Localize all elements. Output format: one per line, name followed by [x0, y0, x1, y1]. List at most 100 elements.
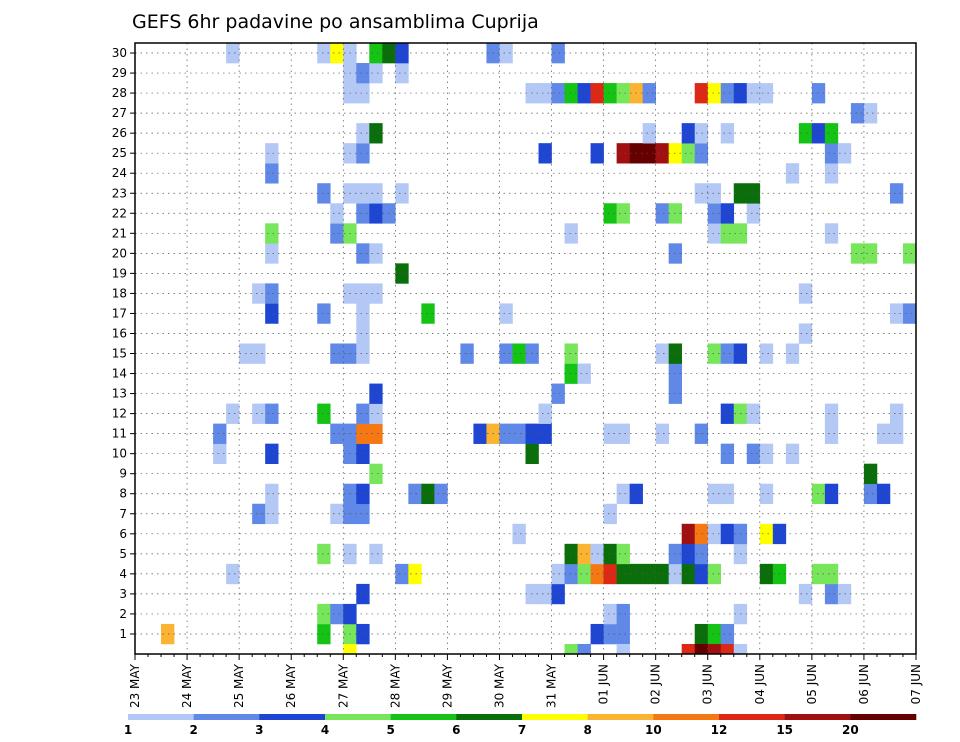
heatmap-cell [369, 423, 383, 444]
heatmap-cell [369, 243, 383, 264]
y-tick-label: 6 [119, 527, 127, 541]
heatmap-cell [356, 443, 370, 464]
heatmap-cell [824, 223, 839, 244]
heatmap-cell [759, 563, 774, 585]
heatmap-cell [577, 543, 591, 565]
y-tick-label: 7 [119, 507, 127, 521]
heatmap-cell [694, 143, 709, 164]
heatmap-cell [577, 643, 591, 655]
heatmap-cell [824, 483, 839, 505]
heatmap-cell [603, 83, 617, 104]
colorbar: 1 2 3 4 5 6 7 8 10 12 15 20 [124, 714, 917, 737]
heatmap-cell [616, 623, 630, 645]
heatmap-cell [681, 563, 696, 585]
heatmap-cell [733, 643, 748, 655]
heatmap-cell [330, 423, 344, 444]
heatmap-cell [759, 523, 774, 545]
heatmap-cell [694, 623, 709, 645]
heatmap-cell [499, 423, 513, 444]
heatmap-cell [577, 83, 591, 104]
heatmap-cell [356, 243, 370, 264]
heatmap-cell [317, 403, 331, 424]
heatmap-cell [798, 583, 813, 605]
heatmap-cell [759, 83, 774, 104]
heatmap-cell [902, 243, 917, 264]
heatmap-cell [681, 643, 696, 655]
heatmap-cell [356, 63, 370, 84]
heatmap-cell [434, 483, 448, 505]
heatmap-cell [343, 643, 357, 655]
heatmap-cell [707, 223, 722, 244]
x-tick-label: 05 JUN [805, 664, 819, 704]
heatmap-cell [330, 603, 344, 625]
heatmap-cell [538, 143, 552, 164]
heatmap-cell [356, 403, 370, 424]
heatmap-cell [694, 123, 709, 144]
x-tick-label: 27 MAY [336, 663, 350, 708]
heatmap-cell [902, 303, 917, 324]
heatmap-cell [707, 563, 722, 585]
heatmap-cell [785, 343, 800, 364]
colorbar-segment [193, 714, 260, 720]
heatmap-cell [824, 563, 839, 585]
y-tick-label: 5 [119, 547, 127, 561]
heatmap-cell [395, 63, 409, 84]
x-tick-label: 28 MAY [388, 663, 402, 708]
colorbar-segment [390, 714, 457, 720]
heatmap-cell [824, 143, 839, 164]
heatmap-cell [317, 303, 331, 324]
heatmap-cell [265, 503, 279, 525]
heatmap-cell [330, 43, 344, 64]
heatmap-cell [252, 403, 266, 424]
heatmap-cell [785, 443, 800, 464]
heatmap-cell [811, 563, 826, 585]
heatmap-cell [655, 143, 669, 164]
heatmap-cell [694, 543, 709, 565]
heatmap-cell [603, 563, 617, 585]
heatmap-cell [421, 303, 435, 324]
heatmap-cell [551, 563, 565, 585]
heatmap-cell [642, 83, 656, 104]
heatmap-cell [226, 43, 240, 64]
heatmap-cell [369, 383, 383, 404]
heatmap-cell [811, 83, 826, 104]
heatmap-cell [265, 443, 279, 464]
heatmap-cell [564, 223, 578, 244]
heatmap-cell [538, 583, 552, 605]
heatmap-cell [512, 523, 526, 545]
heatmap-cell [161, 623, 175, 645]
y-tick-label: 4 [119, 567, 127, 581]
heatmap-cell [720, 343, 735, 364]
heatmap-cell [720, 83, 735, 104]
heatmap-cell [252, 283, 266, 304]
heatmap-cell [746, 443, 761, 464]
heatmap-cell [811, 483, 826, 505]
heatmap-cell [356, 323, 370, 344]
heatmap-cell [824, 163, 839, 184]
heatmap-cell [213, 443, 227, 464]
heatmap-cell [603, 203, 617, 224]
heatmap-cell [369, 183, 383, 204]
heatmap-cell [369, 43, 383, 64]
heatmap-cell [473, 423, 487, 444]
heatmap-cell [356, 83, 370, 104]
colorbar-tick-label: 5 [386, 723, 394, 737]
heatmap-cell [356, 143, 370, 164]
heatmap-cell [720, 123, 735, 144]
colorbar-tick-label: 6 [452, 723, 460, 737]
heatmap-cell [265, 403, 279, 424]
heatmap-cell [551, 83, 565, 104]
colorbar-tick-label: 10 [645, 723, 662, 737]
heatmap-cell [811, 123, 826, 144]
heatmap-cell [863, 463, 878, 485]
heatmap-cell [330, 343, 344, 364]
heatmap-cell [369, 203, 383, 224]
x-tick-label: 30 MAY [492, 663, 506, 708]
x-tick-label: 02 JUN [649, 664, 663, 704]
colorbar-tick-label: 15 [776, 723, 793, 737]
heatmap-cell [499, 303, 513, 324]
heatmap-cell [226, 563, 240, 585]
x-tick-label: 04 JUN [753, 664, 767, 704]
heatmap-cell [330, 503, 344, 525]
heatmap-cell [369, 403, 383, 424]
